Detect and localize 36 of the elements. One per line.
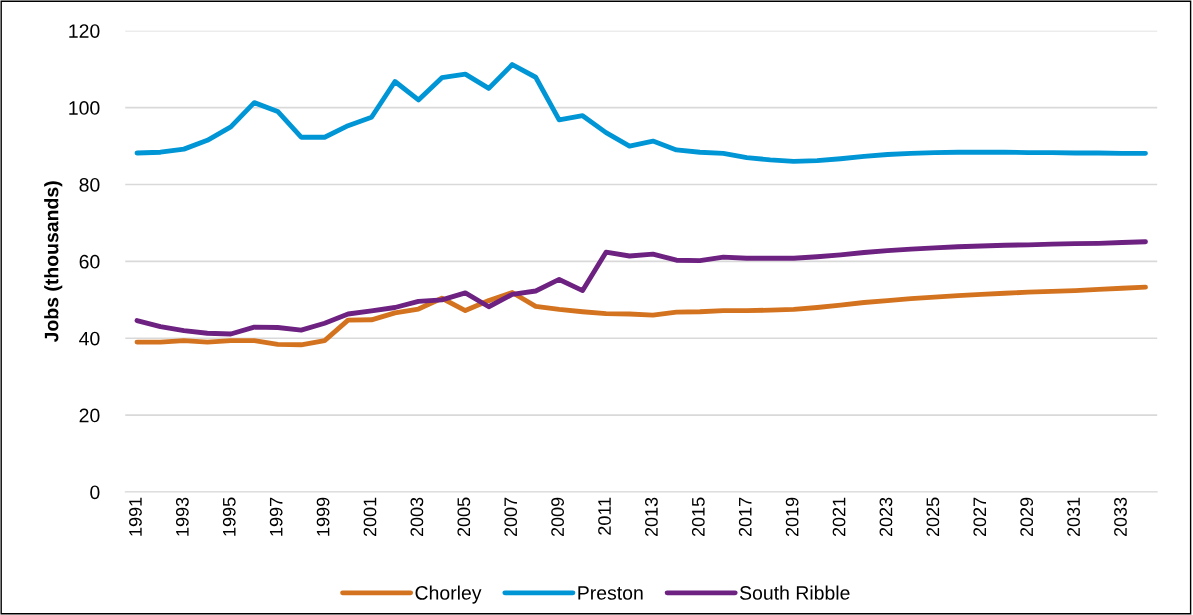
line-series (134, 62, 1148, 164)
x-tick-label: 1991 (129, 497, 142, 536)
x-tick-label: 2005 (457, 497, 471, 537)
line-series (134, 284, 1148, 348)
x-tick-label: 2007 (504, 497, 518, 537)
y-axis-title: Jobs (thousands) (44, 181, 63, 343)
y-tick-label: 20 (79, 408, 100, 423)
x-tick-label: 2027 (973, 497, 987, 537)
x-tick-label: 2029 (1020, 497, 1034, 537)
y-tick-label: 120 (69, 24, 100, 38)
x-tick-label: 2019 (785, 497, 799, 537)
y-tick-label: 100 (69, 101, 100, 115)
x-tick-label: 2015 (691, 497, 705, 537)
x-tick-label: 1999 (316, 497, 330, 536)
x-tick-label: 2023 (879, 497, 893, 537)
x-tick-label: 2003 (410, 497, 424, 537)
x-tick-label: 2021 (832, 497, 846, 537)
x-tick-label: 2033 (1114, 497, 1127, 537)
y-tick-label: 60 (79, 254, 100, 269)
x-tick-label: 2017 (738, 497, 752, 537)
y-tick-label: 40 (79, 331, 100, 346)
y-tick-label: 0 (90, 485, 100, 500)
y-tick-label: 80 (79, 177, 100, 192)
x-tick-label: 2009 (551, 497, 564, 537)
x-tick-label: 2013 (645, 497, 658, 537)
x-tick-label: 2031 (1067, 497, 1080, 537)
x-tick-label: 1993 (175, 497, 189, 536)
legend-label: Chorley (415, 585, 482, 604)
line-series (134, 239, 1148, 337)
x-tick-label: 1997 (269, 497, 283, 536)
x-tick-label: 2025 (926, 497, 940, 537)
legend-label: Preston (578, 586, 643, 600)
legend-label: South Ribble (739, 585, 850, 600)
x-tick-label: 2011 (598, 497, 611, 535)
x-tick-label: 2001 (363, 497, 377, 537)
x-tick-label: 1995 (222, 497, 236, 536)
